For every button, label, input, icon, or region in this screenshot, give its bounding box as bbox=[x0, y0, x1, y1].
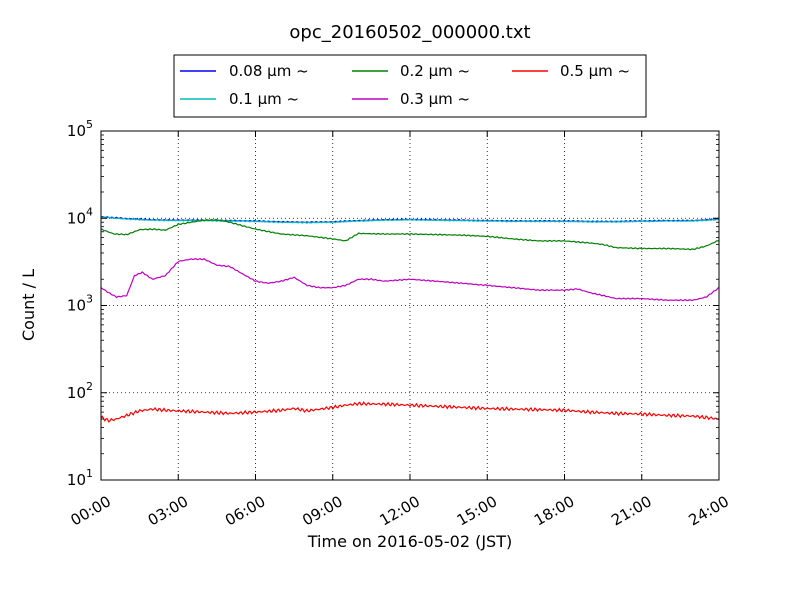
legend-label-0-08um: 0.08 μm ~ bbox=[229, 62, 309, 80]
y-axis-label: Count / L bbox=[19, 269, 38, 341]
grid-lines bbox=[101, 131, 719, 480]
series-line-0-2um bbox=[100, 218, 720, 251]
data-series bbox=[100, 216, 720, 423]
y-tick-label: 102 bbox=[67, 380, 93, 402]
y-tick-label: 103 bbox=[67, 293, 93, 315]
x-tick-label: 15:00 bbox=[454, 492, 500, 529]
x-tick-label: 03:00 bbox=[145, 492, 191, 529]
x-tick-label: 06:00 bbox=[222, 492, 268, 529]
y-tick-label: 104 bbox=[67, 205, 93, 227]
legend-label-0-1um: 0.1 μm ~ bbox=[229, 90, 299, 108]
y-tick-label: 105 bbox=[67, 118, 93, 140]
x-tick-label: 18:00 bbox=[531, 492, 577, 529]
x-tick-label: 09:00 bbox=[299, 492, 345, 529]
legend-label-0-3um: 0.3 μm ~ bbox=[400, 90, 470, 108]
axis-ticks: 00:00 03:00 06:00 09:00 12:00 15:00 18:00 21:00… bbox=[67, 118, 732, 529]
x-tick-label: 00:00 bbox=[68, 492, 114, 529]
x-tick-label: 24:00 bbox=[686, 492, 732, 529]
y-tick-label: 101 bbox=[67, 467, 93, 489]
series-line-0-3um bbox=[100, 257, 720, 302]
legend-label-0-2um: 0.2 μm ~ bbox=[400, 62, 470, 80]
legend: 0.08 μm ~ 0.1 μm ~ 0.2 μm ~ 0.3 μm ~ 0.5… bbox=[173, 54, 647, 118]
series-line-0-5um bbox=[100, 401, 720, 423]
x-tick-label: 12:00 bbox=[377, 492, 423, 529]
x-tick-label: 21:00 bbox=[608, 492, 654, 529]
chart-title: opc_20160502_000000.txt bbox=[289, 22, 530, 43]
legend-label-0-5um: 0.5 μm ~ bbox=[560, 62, 630, 80]
x-axis-label: Time on 2016-05-02 (JST) bbox=[307, 532, 512, 551]
